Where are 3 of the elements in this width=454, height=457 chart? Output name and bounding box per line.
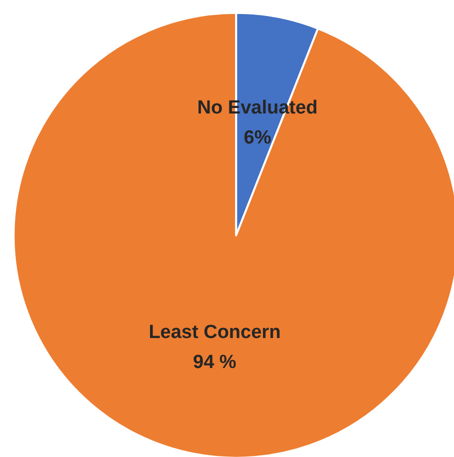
- slice-label: Least Concern: [148, 322, 281, 344]
- data-label: 6%: [244, 128, 272, 149]
- data-label: 94 %: [193, 352, 236, 374]
